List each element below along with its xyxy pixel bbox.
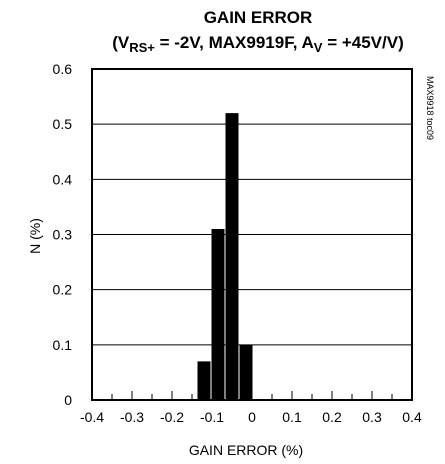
side-note: MAX9918 toc09 [425, 76, 435, 140]
x-tick-label-7: 0.3 [362, 409, 382, 425]
x-tick-label-3: -0.1 [200, 409, 224, 425]
ticks [91, 391, 413, 400]
bars [197, 113, 253, 400]
x-tick-label-1: -0.3 [120, 409, 144, 425]
x-tick-label-4: 0 [248, 409, 256, 425]
bar-0 [197, 361, 211, 400]
subtitle-sub-rs: RS+ [129, 40, 155, 55]
subtitle-close: = +45V/V) [322, 33, 403, 52]
x-tick-labels: -0.4 -0.3 -0.2 -0.1 0 0.1 0.2 0.3 0.4 [80, 409, 422, 425]
y-tick-labels: 0 0.1 0.2 0.3 0.4 0.5 0.6 [53, 61, 73, 408]
y-tick-label-2: 0.2 [53, 282, 73, 298]
chart-title: GAIN ERROR [204, 8, 313, 27]
y-tick-label-4: 0.4 [53, 171, 73, 187]
y-tick-label-3: 0.3 [53, 227, 73, 243]
gridlines [92, 123, 412, 346]
subtitle-open: (V [112, 33, 130, 52]
y-tick-label-1: 0.1 [53, 337, 73, 353]
x-tick-label-8: 0.4 [402, 409, 422, 425]
plot-frame [91, 68, 413, 401]
bar-3 [239, 344, 253, 400]
x-tick-label-6: 0.2 [322, 409, 342, 425]
y-tick-label-5: 0.5 [53, 116, 73, 132]
subtitle-sub-v: V [314, 40, 323, 55]
subtitle-mid: = -2V, MAX9919F, A [155, 33, 314, 52]
bar-2 [225, 113, 239, 400]
y-axis-label: N (%) [27, 218, 43, 254]
x-tick-label-0: -0.4 [80, 409, 104, 425]
x-axis-label: GAIN ERROR (%) [189, 442, 303, 458]
y-tick-label-6: 0.6 [53, 61, 73, 77]
bar-1 [211, 228, 225, 400]
x-tick-label-5: 0.1 [282, 409, 302, 425]
chart-subtitle: (VRS+ = -2V, MAX9919F, AV = +45V/V) [112, 33, 404, 55]
y-tick-label-0: 0 [64, 392, 72, 408]
x-tick-label-2: -0.2 [160, 409, 184, 425]
